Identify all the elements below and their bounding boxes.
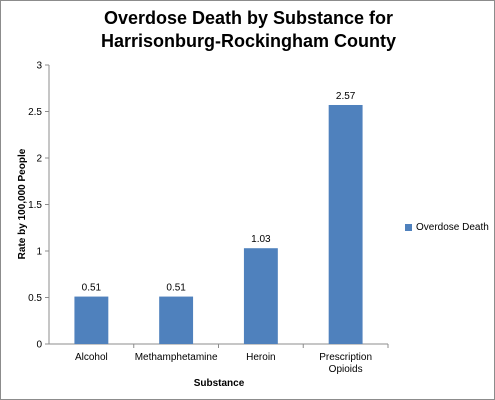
category-label: Methamphetamine	[135, 352, 218, 363]
y-tick-label: 1.5	[28, 200, 42, 211]
category-label: Alcohol	[75, 352, 108, 363]
legend: Overdose Death	[405, 222, 489, 233]
bar	[74, 296, 109, 344]
y-tick-label: 3	[36, 61, 42, 72]
y-tick-label: 1	[36, 247, 42, 258]
bar	[243, 248, 278, 344]
y-tick-label: 2	[36, 154, 42, 165]
x-axis-title: Substance	[194, 378, 245, 389]
legend-label: Overdose Death	[416, 222, 489, 233]
category-label: Prescription	[319, 352, 372, 363]
chart-title: Overdose Death by Substance for Harrison…	[1, 7, 494, 53]
bar	[159, 296, 194, 344]
y-tick-label: 2.5	[28, 107, 42, 118]
data-label: 1.03	[251, 234, 271, 245]
bar	[328, 104, 363, 345]
data-label: 2.57	[336, 91, 356, 102]
legend-swatch	[405, 224, 412, 231]
data-label: 0.51	[166, 283, 186, 294]
y-axis-title: Rate by 100,000 People	[17, 148, 28, 259]
category-label: Heroin	[246, 352, 275, 363]
chart-title-line-1: Overdose Death by Substance for	[103, 8, 394, 28]
data-label: 0.51	[82, 283, 102, 294]
y-tick-label: 0.5	[28, 293, 42, 304]
y-tick-label: 0	[36, 340, 42, 351]
chart-title-line-2: Harrisonburg-Rockingham County	[100, 31, 396, 51]
category-label: Opioids	[329, 364, 363, 375]
